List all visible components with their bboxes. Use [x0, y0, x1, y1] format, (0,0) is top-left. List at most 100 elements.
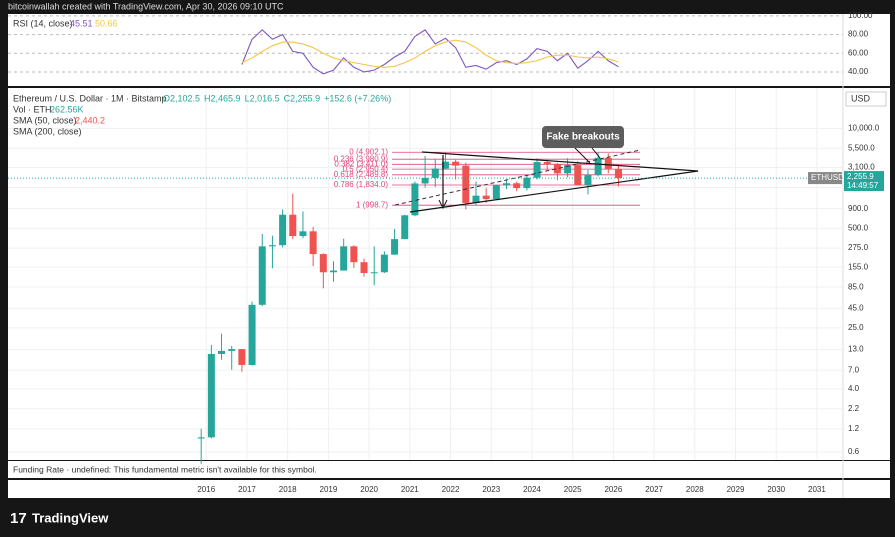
candle-body	[228, 349, 236, 351]
annotation: Fake breakouts	[546, 132, 620, 143]
last-price: 2,255.9	[847, 172, 874, 181]
annotation-arrow	[591, 147, 601, 159]
y-tick-label: 3,100.0	[848, 163, 875, 172]
candle-body	[614, 168, 622, 179]
fib-label: 0.618 (2,489.8)	[334, 170, 389, 179]
x-tick-label: 2031	[808, 485, 826, 494]
candle-body	[604, 157, 612, 169]
candle-body	[329, 270, 337, 273]
y-tick-label: 2.2	[848, 404, 860, 413]
y-tick-label: 155.0	[848, 262, 869, 271]
currency-box	[845, 91, 887, 107]
rsi-pane	[8, 14, 890, 86]
candle-body	[350, 246, 358, 263]
candle-body	[309, 231, 317, 255]
y-tick-label: 1.2	[848, 424, 860, 433]
candle-body	[238, 349, 246, 365]
y-tick-label: 25.0	[848, 323, 864, 332]
candle-body	[452, 161, 460, 166]
x-tick-label: 2028	[686, 485, 704, 494]
candle-body	[431, 168, 439, 178]
x-tick-label: 2017	[238, 485, 256, 494]
candle-body	[299, 231, 307, 237]
sma200-legend: SMA (200, close)	[13, 126, 82, 136]
candle-body	[574, 165, 582, 186]
fib-label: 0.5 (2,950.4)	[343, 164, 389, 173]
y-tick-label: 4.0	[848, 384, 860, 393]
y-tick-label: 500.0	[848, 223, 869, 232]
funding-pane	[8, 461, 890, 478]
x-tick-label: 2025	[564, 485, 582, 494]
candle-body	[289, 214, 297, 237]
annotation-arrow	[574, 147, 591, 164]
time-axis	[8, 480, 890, 498]
candle-body	[279, 214, 287, 246]
candle-body	[218, 350, 226, 354]
candle-body	[533, 162, 541, 178]
y-tick-label: 0.6	[848, 447, 860, 456]
candle-body	[207, 353, 215, 438]
candle-body	[401, 215, 409, 240]
logo-mark: 17	[10, 510, 27, 527]
rsi-line	[241, 29, 619, 75]
candle-body	[543, 162, 551, 165]
candle-body	[248, 304, 256, 365]
y-tick-label: 10,000.0	[848, 124, 880, 133]
candle-body	[441, 161, 449, 169]
rsi-tick-label: 80.00	[848, 30, 869, 39]
arrow-head	[438, 199, 448, 210]
logo-text: TradingView	[32, 510, 109, 525]
x-tick-label: 2019	[320, 485, 338, 494]
candle-body	[421, 177, 429, 184]
candle-body	[258, 246, 266, 305]
sma50-value: 2,440.2	[75, 115, 105, 125]
candle-body	[319, 254, 327, 273]
trendline	[421, 151, 699, 172]
x-tick-label: 2024	[523, 485, 541, 494]
ohlc-legend: O2,102.5	[163, 93, 200, 103]
x-tick-label: 2027	[645, 485, 663, 494]
candle-body	[523, 177, 531, 189]
y-tick-label: 7.0	[848, 365, 860, 374]
rsi-ma-value: 50.66	[95, 18, 118, 28]
x-tick-label: 2030	[767, 485, 785, 494]
symbol: ETHUSD	[811, 173, 844, 182]
candle-body	[411, 183, 419, 216]
candle-body	[584, 174, 592, 186]
price-box	[844, 171, 884, 192]
candle-body	[472, 195, 480, 203]
rsi-title: RSI (14, close)	[13, 18, 73, 28]
fib-label: 1 (998.7)	[356, 200, 388, 209]
candle-body	[268, 245, 276, 247]
currency: USD	[851, 93, 871, 103]
candle-body	[197, 437, 205, 439]
candle-body	[380, 254, 388, 273]
x-tick-label: 2018	[279, 485, 297, 494]
rsi-tick-label: 60.00	[848, 48, 869, 57]
ohlc-legend: H2,465.9	[204, 93, 241, 103]
x-tick-label: 2026	[604, 485, 622, 494]
y-tick-label: 85.0	[848, 282, 864, 291]
ohlc-legend: C2,255.9	[284, 93, 321, 103]
rsi-tick-label: 100.00	[848, 11, 873, 20]
x-tick-label: 2021	[401, 485, 419, 494]
price-pane	[8, 88, 890, 460]
candle-body	[360, 262, 368, 274]
fib-label: 0.236 (3,980.9)	[334, 154, 389, 163]
candle-body	[564, 165, 572, 174]
x-tick-label: 2022	[442, 485, 460, 494]
x-tick-label: 2029	[727, 485, 745, 494]
candle-body	[340, 246, 348, 271]
y-tick-label: 45.0	[848, 303, 864, 312]
credit: bitcoinwallah created with TradingView.c…	[8, 1, 284, 11]
x-tick-label: 2016	[197, 485, 215, 494]
ohlc-legend: +152.6 (+7.26%)	[324, 93, 391, 103]
candle-body	[503, 183, 511, 186]
candle-body	[492, 185, 500, 200]
funding-text: Funding Rate · undefined: This fundament…	[13, 464, 317, 474]
x-tick-label: 2020	[360, 485, 378, 494]
candle-body	[513, 183, 521, 189]
